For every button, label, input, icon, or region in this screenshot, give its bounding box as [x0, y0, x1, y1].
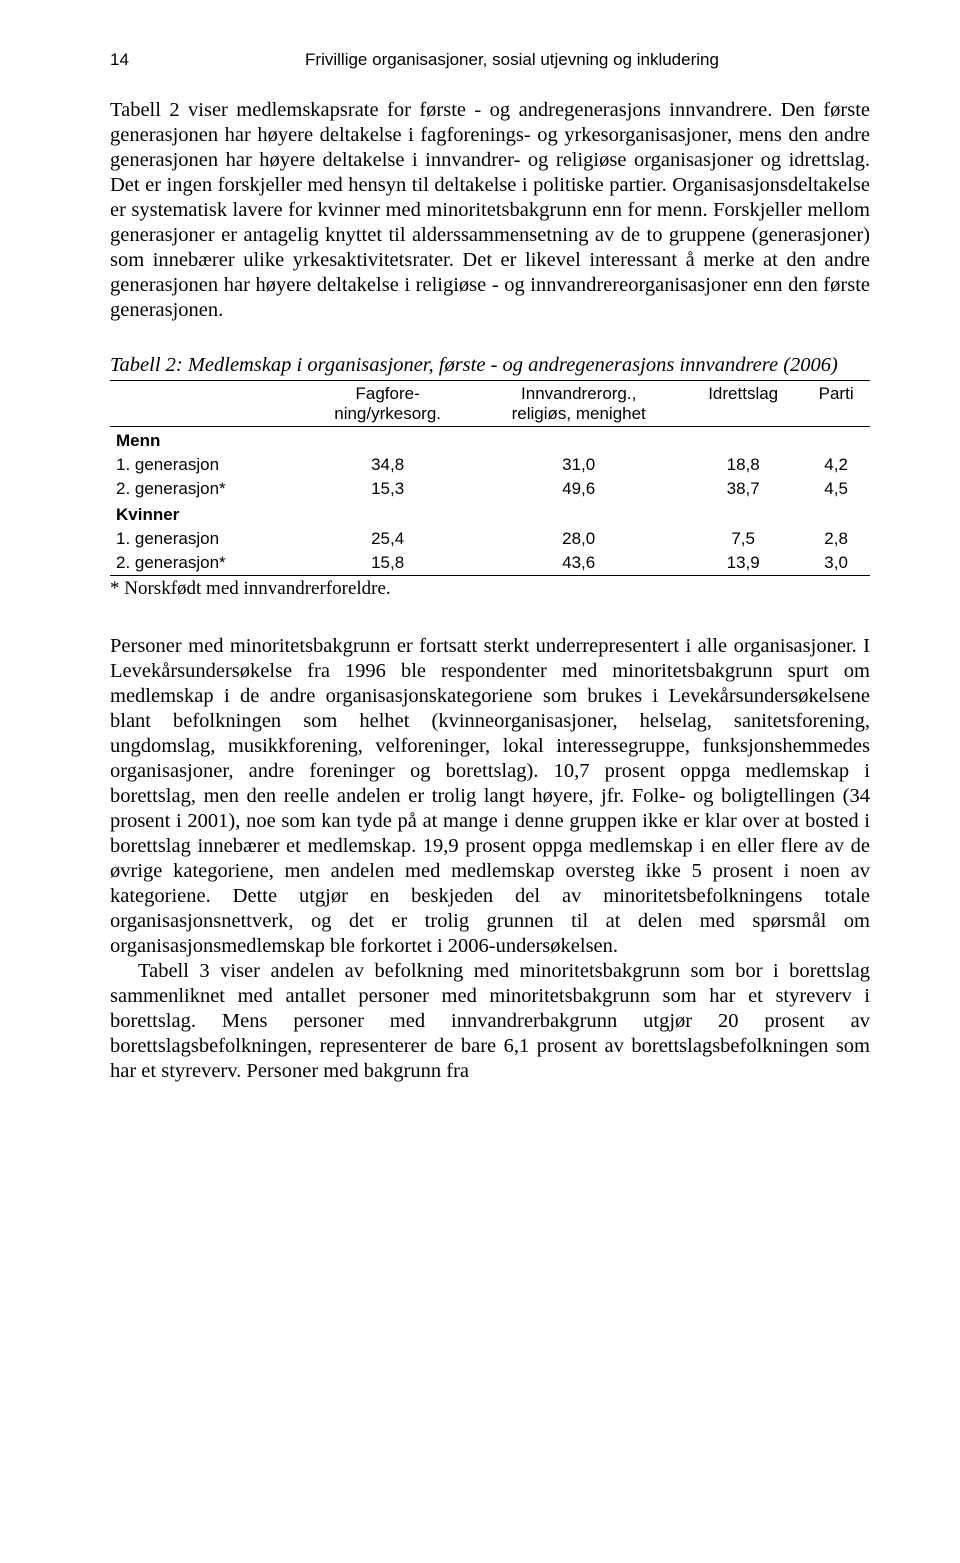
document-page: 14 Frivillige organisasjoner, sosial utj…	[0, 0, 960, 1174]
paragraph-3: Tabell 3 viser andelen av befolkning med…	[110, 959, 870, 1084]
section-menn: Menn	[110, 427, 870, 454]
row-label: 1. generasjon	[110, 527, 302, 551]
cell: 3,0	[802, 551, 870, 576]
membership-table: Fagfore- ning/yrkesorg. Innvandrerorg., …	[110, 380, 870, 576]
cell: 25,4	[302, 527, 473, 551]
cell: 13,9	[684, 551, 802, 576]
cell: 28,0	[473, 527, 684, 551]
page-number: 14	[110, 50, 154, 70]
col-parti: Parti	[802, 381, 870, 427]
row-label: 2. generasjon*	[110, 477, 302, 501]
cell: 2,8	[802, 527, 870, 551]
table-title: Tabell 2: Medlemskap i organisasjoner, f…	[110, 353, 870, 378]
cell: 7,5	[684, 527, 802, 551]
cell: 15,3	[302, 477, 473, 501]
table-header: Fagfore- ning/yrkesorg. Innvandrerorg., …	[110, 381, 870, 427]
paragraph-2: Personer med minoritetsbakgrunn er forts…	[110, 634, 870, 959]
cell: 49,6	[473, 477, 684, 501]
page-header: 14 Frivillige organisasjoner, sosial utj…	[110, 50, 870, 70]
col-line: religiøs, menighet	[512, 404, 646, 423]
cell: 38,7	[684, 477, 802, 501]
cell: 43,6	[473, 551, 684, 576]
col-innvandrerorg: Innvandrerorg., religiøs, menighet	[473, 381, 684, 427]
col-blank	[110, 381, 302, 427]
col-fagforening: Fagfore- ning/yrkesorg.	[302, 381, 473, 427]
table-row: 1. generasjon 34,8 31,0 18,8 4,2	[110, 453, 870, 477]
col-line: ning/yrkesorg.	[334, 404, 441, 423]
cell: 4,5	[802, 477, 870, 501]
running-title: Frivillige organisasjoner, sosial utjevn…	[154, 50, 870, 70]
table-row: 1. generasjon 25,4 28,0 7,5 2,8	[110, 527, 870, 551]
cell: 31,0	[473, 453, 684, 477]
row-label: 1. generasjon	[110, 453, 302, 477]
cell: 15,8	[302, 551, 473, 576]
table-row: 2. generasjon* 15,8 43,6 13,9 3,0	[110, 551, 870, 576]
table-footnote: * Norskfødt med innvandrerforeldre.	[110, 578, 870, 600]
cell: 18,8	[684, 453, 802, 477]
col-line: Fagfore-	[356, 384, 420, 403]
section-kvinner: Kvinner	[110, 501, 870, 527]
col-idrettslag: Idrettslag	[684, 381, 802, 427]
paragraph-1: Tabell 2 viser medlemskapsrate for først…	[110, 98, 870, 323]
row-label: 2. generasjon*	[110, 551, 302, 576]
col-line: Innvandrerorg.,	[521, 384, 636, 403]
cell: 34,8	[302, 453, 473, 477]
table-row: 2. generasjon* 15,3 49,6 38,7 4,5	[110, 477, 870, 501]
cell: 4,2	[802, 453, 870, 477]
